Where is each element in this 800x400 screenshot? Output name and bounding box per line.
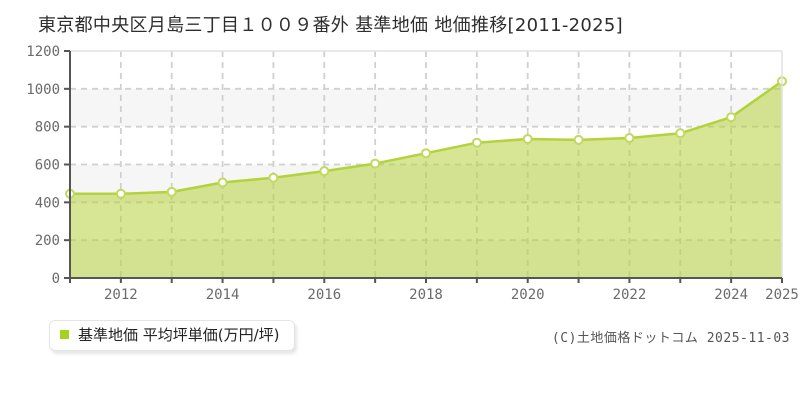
copyright-text: (C)土地価格ドットコム 2025-11-03: [551, 331, 790, 346]
data-point-2012[interactable]: [115, 188, 126, 199]
data-point-2018[interactable]: [421, 148, 431, 159]
x-tick-label-2025: 2025: [765, 287, 799, 303]
x-tick-label-2014: 2014: [206, 287, 240, 303]
x-tick-label-2024: 2024: [714, 287, 748, 303]
price-area-chart: 0 200 400 600 800 1000 1200 2012 2014 2016 2018 202…: [26, 44, 799, 303]
data-point-2020[interactable]: [522, 134, 533, 144]
data-point-2023[interactable]: [675, 128, 686, 139]
y-tick-label-800: 800: [35, 120, 60, 136]
legend: 基準地価 平均坪単価(万円/坪): [49, 320, 295, 351]
legend-marker-square: [60, 330, 69, 339]
data-point-2024[interactable]: [726, 112, 737, 123]
x-tick-label-2016: 2016: [307, 287, 341, 303]
area-fill: [70, 81, 782, 278]
y-tick-label-200: 200: [35, 233, 60, 249]
y-tick-label-1200: 1200: [26, 44, 60, 60]
y-tick-label-0: 0: [52, 271, 60, 287]
x-tick-label-2012: 2012: [104, 287, 138, 303]
data-point-2016[interactable]: [319, 166, 330, 177]
y-tick-label-600: 600: [35, 158, 60, 174]
y-tick-label-400: 400: [35, 195, 60, 211]
legend-label: 基準地価 平均坪単価(万円/坪): [78, 326, 280, 344]
x-tick-label-2022: 2022: [613, 287, 647, 303]
data-point-2017[interactable]: [370, 158, 381, 169]
x-tick-label-2020: 2020: [511, 287, 545, 303]
data-point-2022[interactable]: [624, 133, 635, 143]
chart-title: 東京都中央区月島三丁目１００９番外 基準地価 地価推移[2011-2025]: [38, 15, 623, 36]
y-tick-label-1000: 1000: [26, 82, 60, 98]
data-point-2021[interactable]: [573, 134, 584, 145]
data-point-2019[interactable]: [471, 137, 482, 148]
x-tick-label-2018: 2018: [409, 287, 443, 303]
data-point-2014[interactable]: [217, 177, 228, 188]
data-point-2013[interactable]: [166, 186, 177, 197]
data-point-2015[interactable]: [268, 172, 279, 183]
